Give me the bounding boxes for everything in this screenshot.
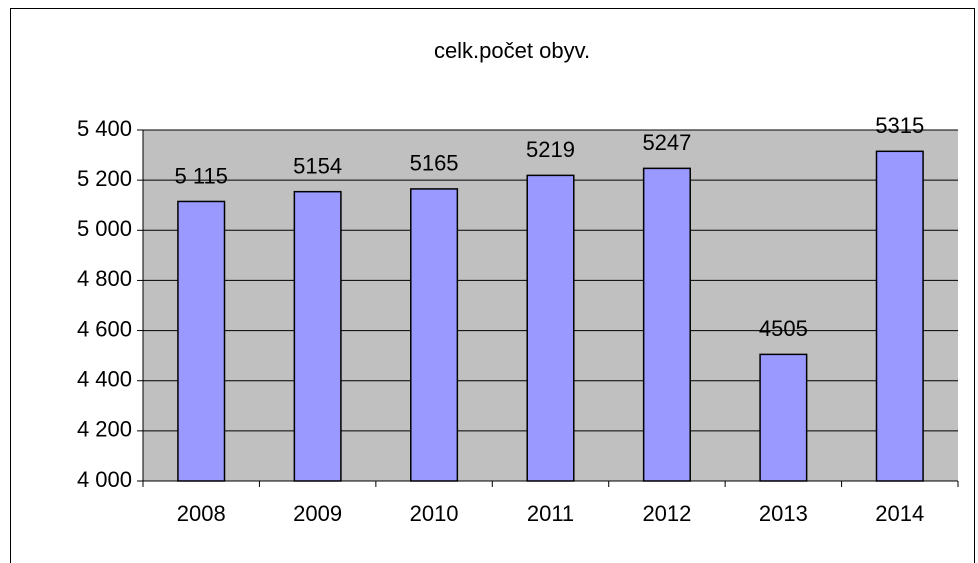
bar: [875, 150, 924, 482]
x-tick-label: 2011: [527, 501, 574, 526]
data-label: 5219: [526, 137, 575, 162]
data-label: 5315: [875, 113, 924, 138]
x-tick-label: 2010: [410, 501, 459, 526]
y-tick-label: 5 200: [77, 166, 132, 191]
bar: [293, 190, 342, 482]
data-label: 5154: [293, 153, 342, 178]
y-tick-label: 4 000: [77, 467, 132, 492]
data-label: 5165: [410, 151, 459, 176]
y-tick-label: 4 400: [77, 367, 132, 392]
data-label: 4505: [759, 316, 808, 341]
bar: [177, 200, 226, 482]
x-tick-label: 2008: [177, 501, 226, 526]
x-tick-label: 2012: [642, 501, 691, 526]
x-tick-label: 2009: [293, 501, 342, 526]
bar: [759, 353, 808, 482]
y-tick-label: 5 400: [77, 116, 132, 141]
y-tick-label: 5 000: [77, 216, 132, 241]
y-tick-label: 4 600: [77, 316, 132, 341]
y-tick-label: 4 800: [77, 266, 132, 291]
bar: [526, 174, 575, 482]
data-label: 5 115: [175, 163, 228, 188]
y-tick-label: 4 200: [77, 417, 132, 442]
bar: [642, 167, 691, 482]
data-label: 5247: [642, 130, 691, 155]
chart-title: celk.počet obyv.: [434, 38, 590, 63]
x-tick-label: 2014: [875, 501, 924, 526]
x-tick-label: 2013: [759, 501, 808, 526]
bar: [410, 188, 459, 482]
